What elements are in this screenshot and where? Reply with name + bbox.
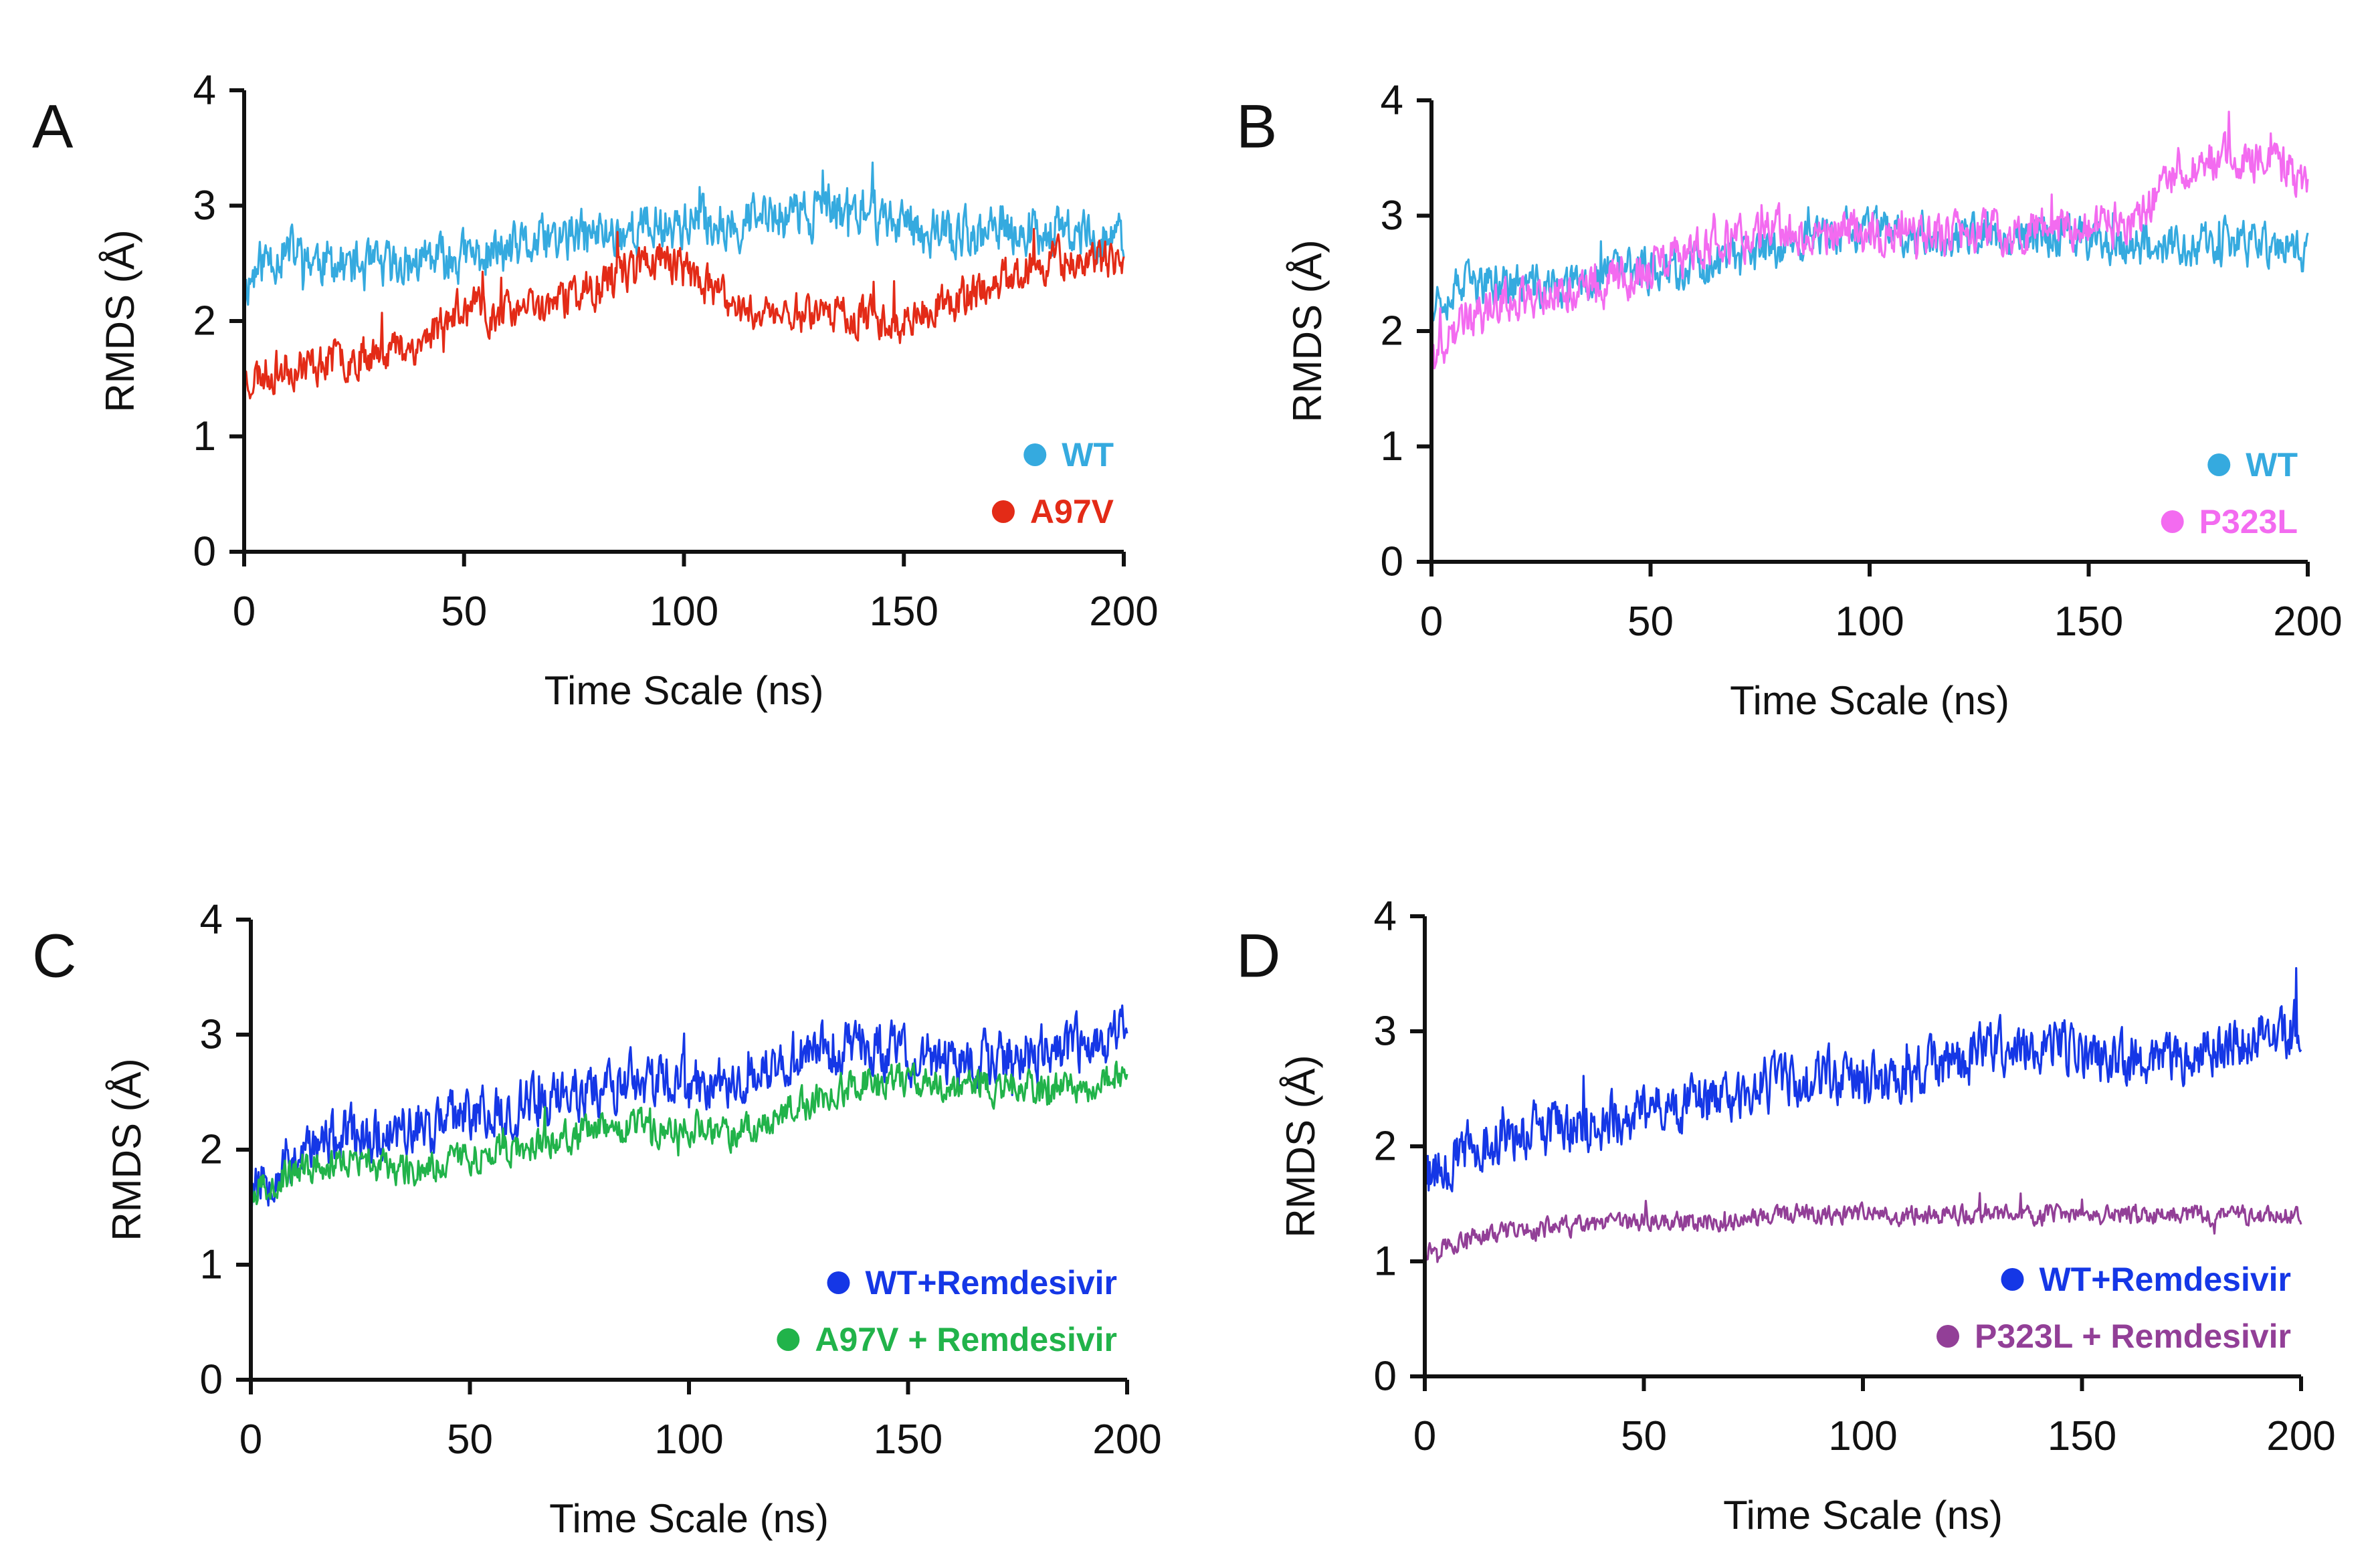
y-axis-title: RMDS (Å) <box>98 229 142 412</box>
legend-label: WT+Remdesivir <box>2039 1261 2291 1298</box>
series-lines <box>250 1004 1128 1208</box>
x-tick-label: 0 <box>1420 599 1443 645</box>
panel-label: C <box>32 922 76 990</box>
legend-marker <box>991 500 1015 523</box>
legend-label: WT+Remdesivir <box>865 1264 1117 1301</box>
legend-marker <box>2001 1268 2024 1291</box>
legend-label: P323L + Remdesivir <box>1975 1318 2291 1355</box>
x-tick-label: 0 <box>233 589 256 635</box>
series-line-p323l-remdesivir <box>1423 1192 2302 1263</box>
x-tick-label: 50 <box>1627 599 1674 645</box>
y-tick-label: 1 <box>1374 1239 1397 1285</box>
y-tick-label: 1 <box>193 413 216 459</box>
x-tick-label: 150 <box>870 589 938 635</box>
x-tick-label: 100 <box>1828 1413 1897 1459</box>
series-line-a97v <box>243 227 1125 400</box>
y-tick-label: 4 <box>1374 894 1397 940</box>
x-tick-label: 50 <box>1621 1413 1667 1459</box>
panel-label: A <box>32 93 74 161</box>
x-tick-label: 150 <box>2054 599 2123 645</box>
x-tick-label: 150 <box>2048 1413 2116 1459</box>
y-axis-title: RMDS (Å) <box>104 1058 149 1241</box>
series-lines <box>1423 966 2302 1263</box>
panel-c: C 0 1 2 3 4 0 50 100 150 200 Time Scale (ns) RMDS (Å… <box>32 897 1162 1542</box>
series-lines <box>243 161 1125 400</box>
series-line-wt-remdesivir <box>1423 966 2302 1192</box>
x-tick-label: 200 <box>2273 599 2342 645</box>
y-tick-label: 2 <box>193 298 216 344</box>
legend-marker <box>1023 443 1047 466</box>
legend-label: WT <box>1062 436 1114 474</box>
y-tick-label: 3 <box>200 1012 223 1058</box>
x-tick-label: 100 <box>1835 599 1904 645</box>
legend-label: WT <box>2246 446 2298 484</box>
x-tick-label: 0 <box>1413 1413 1436 1459</box>
y-tick-label: 2 <box>200 1127 223 1173</box>
y-tick-label: 0 <box>193 529 216 575</box>
y-tick-label: 0 <box>1381 539 1403 585</box>
legend: WT+Remdesivir A97V + Remdesivir <box>777 1264 1117 1358</box>
y-tick-label: 1 <box>200 1242 223 1288</box>
panel-d: D 0 1 2 3 4 0 50 100 150 200 Time Scale (ns) RMDS (Å… <box>1236 894 2336 1538</box>
legend: WT+Remdesivir P323L + Remdesivir <box>1937 1261 2291 1355</box>
series-line-a97v-remdesivir <box>250 1060 1128 1206</box>
y-tick-label: 0 <box>1374 1354 1397 1400</box>
series-lines <box>1430 110 2309 370</box>
x-tick-label: 50 <box>447 1417 493 1463</box>
x-axis-title: Time Scale (ns) <box>1723 1493 2003 1538</box>
x-axis-title: Time Scale (ns) <box>549 1496 829 1541</box>
panel-a: A 0 1 2 3 4 0 50 100 150 200 Time Scale (ns) RMDS (Å… <box>32 68 1159 714</box>
y-tick-label: 4 <box>193 68 216 114</box>
series-line-wt-remdesivir <box>250 1004 1128 1208</box>
legend-marker <box>827 1271 850 1294</box>
panel-label: D <box>1236 922 1280 990</box>
legend: WT A97V <box>991 436 1114 530</box>
y-tick-label: 2 <box>1381 308 1403 354</box>
x-axis-title: Time Scale (ns) <box>544 668 824 713</box>
legend-label: P323L <box>2199 503 2298 540</box>
legend-marker <box>2207 453 2231 476</box>
x-tick-label: 0 <box>239 1417 262 1463</box>
x-tick-label: 50 <box>441 589 487 635</box>
legend-label: A97V <box>1030 493 1114 530</box>
legend: WT P323L <box>2161 446 2298 540</box>
series-line-p323l <box>1430 110 2309 370</box>
x-tick-label: 100 <box>654 1417 723 1463</box>
y-tick-label: 3 <box>1381 193 1403 239</box>
y-tick-label: 0 <box>200 1357 223 1403</box>
panel-b: B 0 1 2 3 4 0 50 100 150 200 Time Scale (ns) RMDS (Å… <box>1236 78 2343 724</box>
y-tick-label: 3 <box>193 183 216 229</box>
legend-marker <box>2161 510 2184 533</box>
x-axis-title: Time Scale (ns) <box>1730 678 2009 723</box>
y-tick-label: 2 <box>1374 1124 1397 1170</box>
y-axis-title: RMDS (Å) <box>1278 1055 1323 1237</box>
y-axis-title: RMDS (Å) <box>1285 239 1330 422</box>
panel-label: B <box>1236 93 1277 161</box>
y-tick-label: 3 <box>1374 1009 1397 1055</box>
x-tick-label: 200 <box>1092 1417 1161 1463</box>
legend-marker <box>1937 1325 1960 1348</box>
x-tick-label: 200 <box>1089 589 1158 635</box>
y-tick-label: 4 <box>1381 78 1403 124</box>
x-tick-label: 100 <box>650 589 718 635</box>
y-tick-label: 1 <box>1381 423 1403 469</box>
y-tick-label: 4 <box>200 897 223 943</box>
legend-label: A97V + Remdesivir <box>815 1321 1117 1358</box>
series-line-wt <box>243 161 1125 306</box>
x-tick-label: 200 <box>2266 1413 2335 1459</box>
legend-marker <box>777 1328 800 1351</box>
x-tick-label: 150 <box>874 1417 943 1463</box>
